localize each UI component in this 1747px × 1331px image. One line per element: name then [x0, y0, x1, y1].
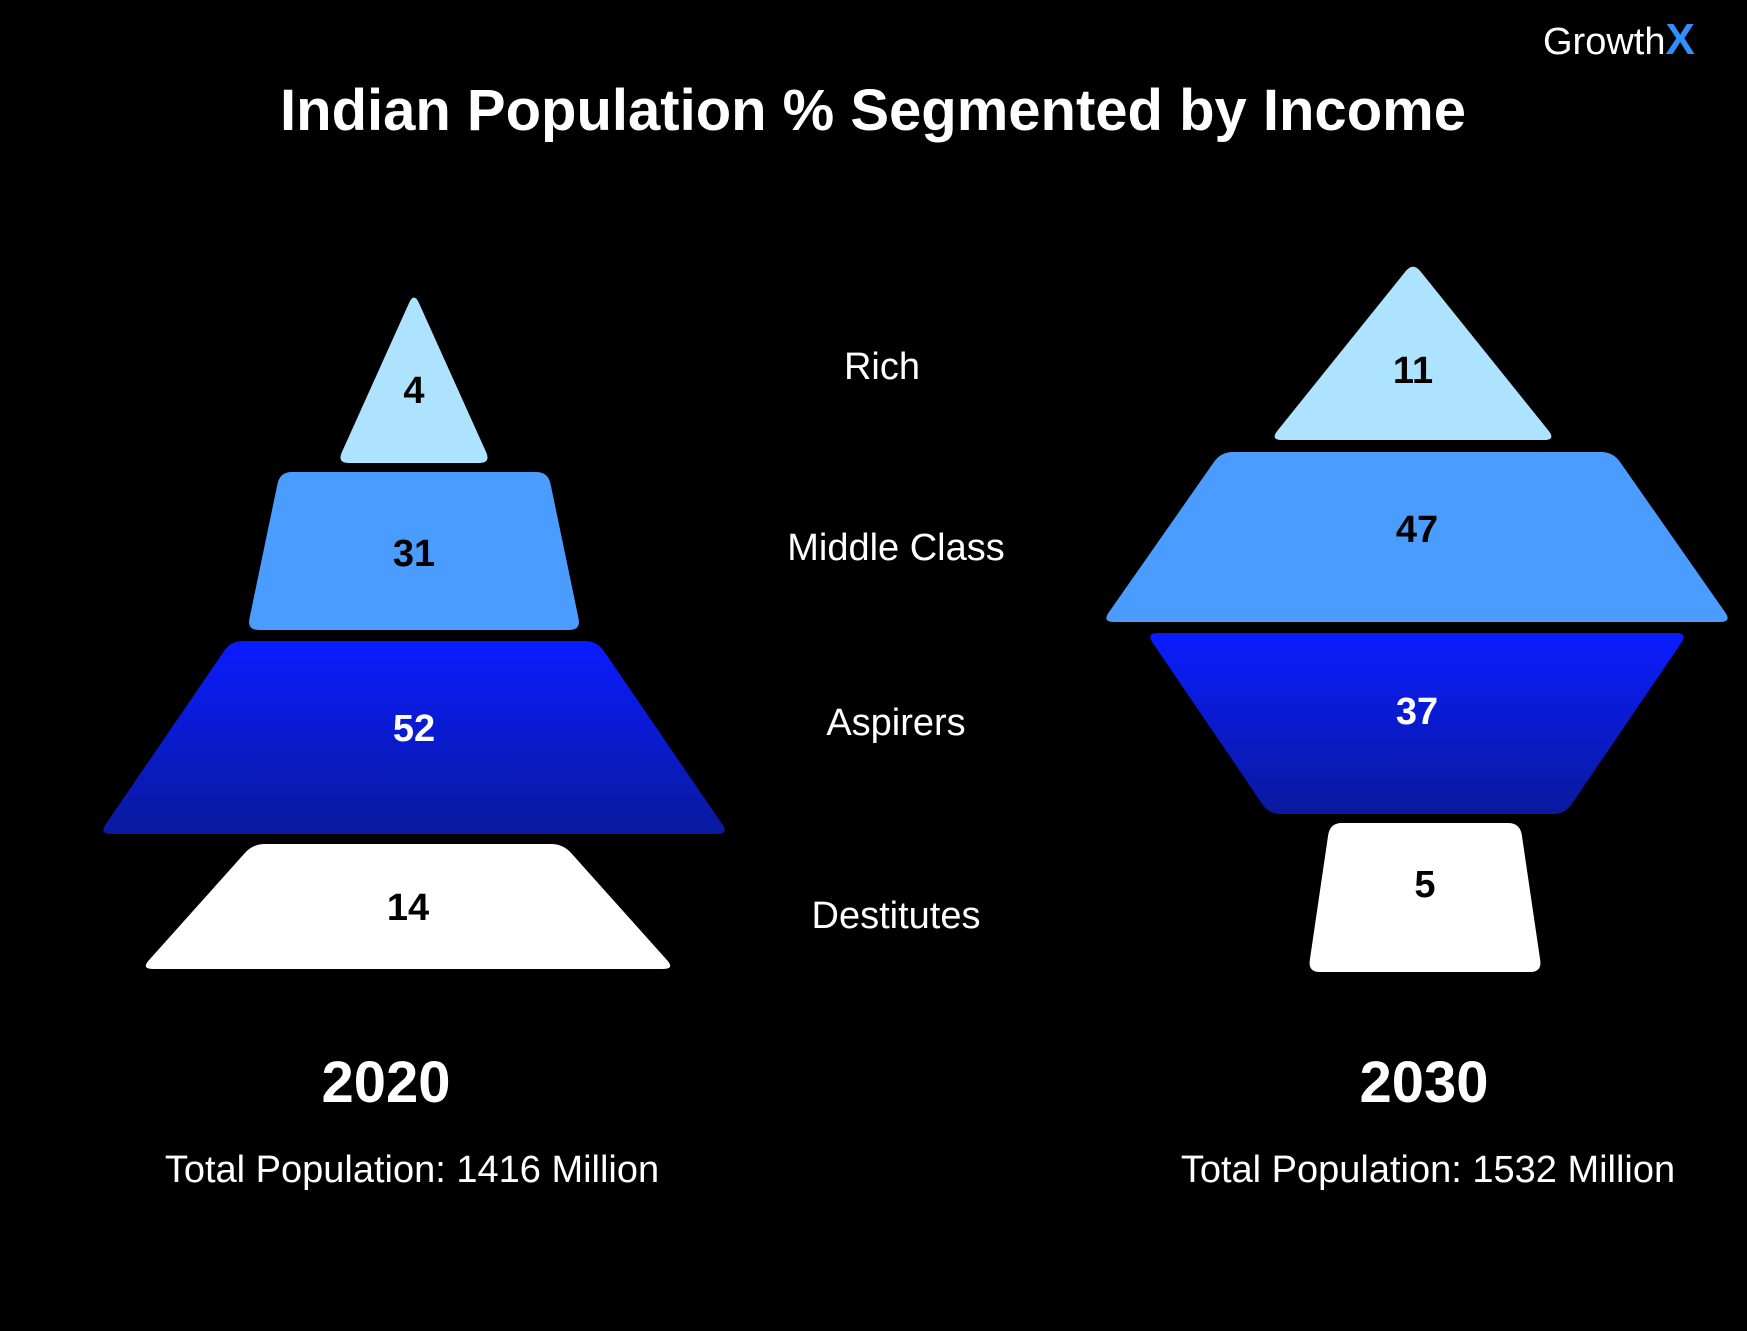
year-label-2030: 2030 [1359, 1050, 1488, 1115]
segment-2020-middle-class [249, 472, 579, 630]
category-label-aspirers: Aspirers [826, 702, 965, 744]
segment-2030-destitutes [1309, 823, 1541, 972]
value-label-2020-middle-class: 31 [393, 533, 435, 575]
year-label-2020: 2020 [321, 1050, 450, 1115]
value-label-2030-rich: 11 [1393, 350, 1433, 392]
category-label-rich: Rich [844, 346, 920, 388]
category-label-destitutes: Destitutes [812, 895, 981, 937]
segment-2030-aspirers [1150, 633, 1684, 814]
segment-2020-aspirers [103, 641, 725, 834]
category-label-middle-class: Middle Class [787, 527, 1005, 569]
value-label-2030-middle-class: 47 [1396, 509, 1438, 551]
brand-x-mark: X [1665, 15, 1694, 64]
value-label-2030-destitutes: 5 [1414, 864, 1435, 906]
segment-2020-destitutes [145, 844, 671, 969]
chart-title: Indian Population % Segmented by Income [280, 78, 1466, 143]
segment-2030-rich [1274, 266, 1552, 440]
brand-logo: GrowthX [1543, 15, 1695, 64]
total-population-2030: Total Population: 1532 Million [1181, 1149, 1675, 1191]
total-population-2020: Total Population: 1416 Million [165, 1149, 659, 1191]
category-labels: Rich Middle Class Aspirers Destitutes [787, 346, 1005, 937]
pyramid-2020: 4 31 52 14 [103, 297, 725, 969]
value-label-2020-destitutes: 14 [387, 887, 429, 929]
brand-name: Growth [1543, 21, 1665, 63]
segment-2030-middle-class [1106, 452, 1728, 622]
segment-2020-rich [340, 297, 488, 463]
pyramid-2030: 11 47 37 5 [1106, 266, 1728, 972]
value-label-2030-aspirers: 37 [1396, 691, 1438, 733]
value-label-2020-aspirers: 52 [393, 708, 435, 750]
value-label-2020-rich: 4 [403, 370, 424, 412]
